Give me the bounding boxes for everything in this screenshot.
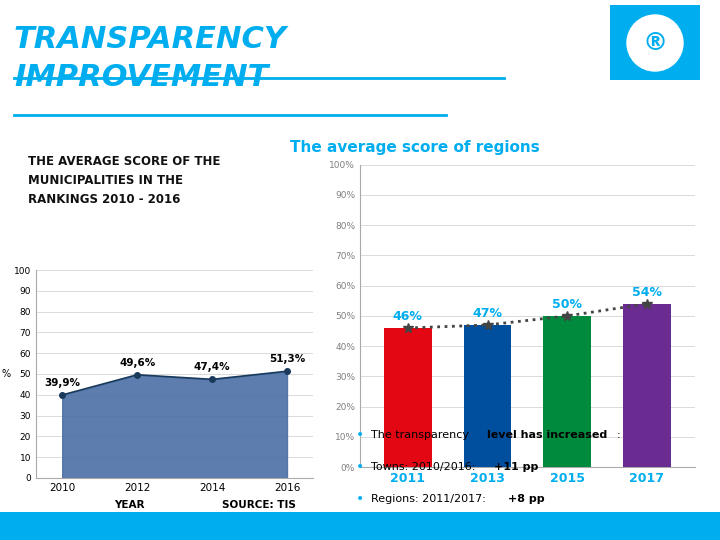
Text: 50%: 50% [552,299,582,312]
Text: 47%: 47% [472,307,503,320]
Text: 47,4%: 47,4% [194,362,230,372]
Text: TRANSPARENCY: TRANSPARENCY [14,25,287,55]
Text: 54%: 54% [632,286,662,299]
Text: YEAR: YEAR [114,500,145,510]
Text: THE AVERAGE SCORE OF THE
MUNICIPALITIES IN THE
RANKINGS 2010 - 2016: THE AVERAGE SCORE OF THE MUNICIPALITIES … [28,155,220,206]
Bar [544,316,591,467]
Text: ®: ® [642,31,667,55]
FancyBboxPatch shape [0,512,720,540]
Text: SOURCE: TIS: SOURCE: TIS [222,500,296,510]
Text: The transparency: The transparency [371,430,472,440]
Text: 39,9%: 39,9% [44,377,80,388]
Text: Towns: 2010/2016:: Towns: 2010/2016: [371,462,479,472]
Circle shape [627,15,683,71]
Text: •: • [356,460,364,474]
Text: 49,6%: 49,6% [119,357,156,368]
Y-axis label: %: % [2,369,11,379]
Text: +8 pp: +8 pp [508,495,544,504]
Text: level has increased: level has increased [487,430,608,440]
Text: +11 pp: +11 pp [494,462,539,472]
Text: •: • [356,492,364,507]
FancyBboxPatch shape [610,5,700,80]
Text: Regions: 2011/2017:: Regions: 2011/2017: [371,495,489,504]
Bar [384,328,432,467]
Text: IMPROVEMENT: IMPROVEMENT [14,64,269,92]
Text: 46%: 46% [393,310,423,323]
Text: :: : [617,430,621,440]
Text: 51,3%: 51,3% [269,354,305,364]
Bar [623,304,671,467]
Text: The average score of regions: The average score of regions [290,140,540,155]
Text: •: • [356,428,364,442]
Bar [464,325,511,467]
